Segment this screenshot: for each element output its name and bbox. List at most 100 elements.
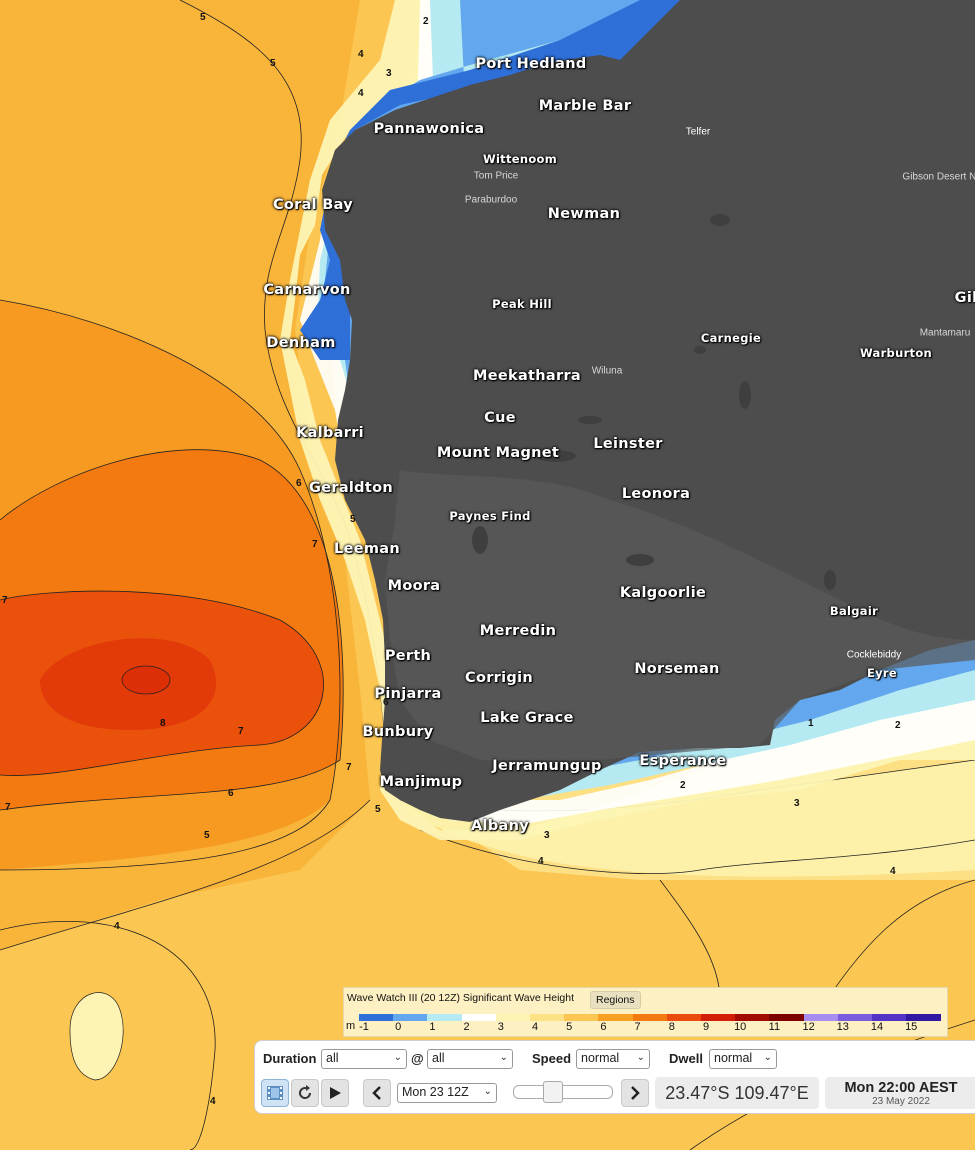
svg-text:3: 3 <box>386 68 392 79</box>
label-gibson-desert-north: Gibson Desert North <box>902 171 975 183</box>
svg-text:5: 5 <box>200 12 206 23</box>
legend-tick-label: 12 <box>802 1021 815 1033</box>
legend-tick-label: 13 <box>836 1021 849 1033</box>
chevron-down-icon: ⌄ <box>499 1052 508 1063</box>
legend-tick-label: 10 <box>734 1021 747 1033</box>
time-slider-thumb[interactable] <box>543 1081 563 1103</box>
play-button[interactable] <box>321 1079 349 1107</box>
svg-text:2: 2 <box>895 720 901 731</box>
legend-tick-label: 14 <box>870 1021 884 1033</box>
svg-text:5: 5 <box>350 514 356 525</box>
svg-text:7: 7 <box>312 539 318 550</box>
svg-text:7: 7 <box>346 762 352 773</box>
svg-text:4: 4 <box>358 88 364 99</box>
legend-tick-label: 0 <box>395 1021 402 1033</box>
legend-swatch <box>564 1014 599 1021</box>
svg-text:5: 5 <box>375 804 381 815</box>
legend-swatch <box>701 1014 736 1021</box>
next-frame-button[interactable] <box>621 1079 649 1107</box>
previous-frame-button[interactable] <box>363 1079 391 1107</box>
svg-text:4: 4 <box>210 1096 216 1107</box>
svg-text:8: 8 <box>160 718 166 729</box>
legend-tick-label: 5 <box>566 1021 573 1033</box>
legend-tick-label: -1 <box>359 1021 369 1033</box>
svg-text:7: 7 <box>238 726 244 737</box>
duration-select[interactable]: all ⌄ <box>321 1049 407 1069</box>
valid-time: Mon 22:00 AEST <box>844 1080 958 1096</box>
legend-title: Wave Watch III (20 12Z) Significant Wave… <box>347 992 575 1004</box>
label-mantamaru: Mantamaru <box>919 327 971 339</box>
svg-text:6: 6 <box>228 788 234 799</box>
svg-text:6: 6 <box>296 478 302 489</box>
dwell-select[interactable]: normal ⌄ <box>709 1049 777 1069</box>
film-icon <box>267 1086 283 1100</box>
svg-text:5: 5 <box>270 58 276 69</box>
chevron-down-icon: ⌄ <box>636 1052 645 1063</box>
legend-swatch <box>906 1014 941 1021</box>
play-icon <box>330 1087 341 1099</box>
legend-tick-label: 15 <box>905 1021 918 1033</box>
legend-swatch <box>495 1014 531 1021</box>
svg-text:7: 7 <box>2 595 8 606</box>
regions-button[interactable]: Regions <box>590 991 641 1009</box>
label-paraburdoo: Paraburdoo <box>464 194 518 206</box>
legend-swatch <box>632 1014 668 1021</box>
refresh-icon <box>299 1085 312 1099</box>
chevron-right-icon <box>631 1086 640 1100</box>
legend-swatch <box>837 1014 873 1021</box>
valid-time-display: Mon 22:00 AEST 23 May 2022 <box>825 1077 975 1109</box>
legend-swatch <box>427 1014 463 1021</box>
svg-text:3: 3 <box>544 830 550 841</box>
at-select[interactable]: all ⌄ <box>427 1049 513 1069</box>
legend-swatch <box>872 1014 907 1021</box>
svg-text:4: 4 <box>538 856 544 867</box>
legend-tick-label: 11 <box>768 1021 781 1033</box>
coastal-band <box>280 0 975 840</box>
time-select[interactable]: Mon 23 12Z ⌄ <box>397 1083 497 1103</box>
legend-tick-label: 1 <box>429 1021 436 1033</box>
legend-tick-label: 7 <box>634 1021 641 1033</box>
chevron-down-icon: ⌄ <box>393 1052 402 1063</box>
valid-date: 23 May 2022 <box>872 1096 930 1107</box>
dwell-label: Dwell <box>669 1051 703 1066</box>
svg-text:3: 3 <box>794 798 800 809</box>
legend-swatch <box>359 1014 394 1021</box>
legend-swatch <box>530 1014 565 1021</box>
animation-controls: Duration all ⌄ @ all ⌄ Speed normal ⌄ Dwell… <box>254 1040 975 1114</box>
speed-label: Speed <box>532 1051 572 1066</box>
svg-text:1: 1 <box>808 718 814 729</box>
svg-text:6: 6 <box>383 697 389 708</box>
svg-text:7: 7 <box>5 802 11 813</box>
legend-unit: m <box>346 1020 356 1032</box>
refresh-button[interactable] <box>291 1079 319 1107</box>
legend-swatch <box>769 1014 805 1021</box>
legend-tick-label: 4 <box>531 1021 539 1033</box>
wave-height-legend: Wave Watch III (20 12Z) Significant Wave… <box>343 987 948 1037</box>
speed-select[interactable]: normal ⌄ <box>576 1049 650 1069</box>
legend-swatch <box>666 1014 702 1021</box>
film-toggle-button[interactable] <box>261 1079 289 1107</box>
legend-tick-label: 6 <box>600 1021 607 1033</box>
legend-tick-label: 9 <box>702 1021 710 1033</box>
duration-label: Duration <box>263 1051 317 1066</box>
time-slider-track[interactable] <box>513 1085 613 1099</box>
svg-text:2: 2 <box>423 16 429 27</box>
chevron-down-icon: ⌄ <box>483 1086 492 1097</box>
legend-swatch <box>461 1014 497 1021</box>
label-wiluna: Wiluna <box>591 365 623 377</box>
legend-swatch <box>598 1014 634 1021</box>
svg-text:5: 5 <box>204 830 210 841</box>
chevron-left-icon <box>372 1086 381 1100</box>
legend-tick-label: 8 <box>668 1021 675 1033</box>
at-label: @ <box>411 1051 424 1066</box>
label-cocklebiddy: Cocklebiddy <box>846 649 902 661</box>
legend-swatch <box>393 1014 428 1021</box>
chevron-down-icon: ⌄ <box>763 1052 772 1063</box>
svg-text:4: 4 <box>890 866 896 877</box>
label-telfer: Telfer <box>685 126 711 138</box>
legend-swatch <box>803 1014 839 1021</box>
svg-text:2: 2 <box>680 780 686 791</box>
label-tom-price: Tom Price <box>473 170 519 182</box>
legend-tick-label: 2 <box>463 1021 470 1033</box>
